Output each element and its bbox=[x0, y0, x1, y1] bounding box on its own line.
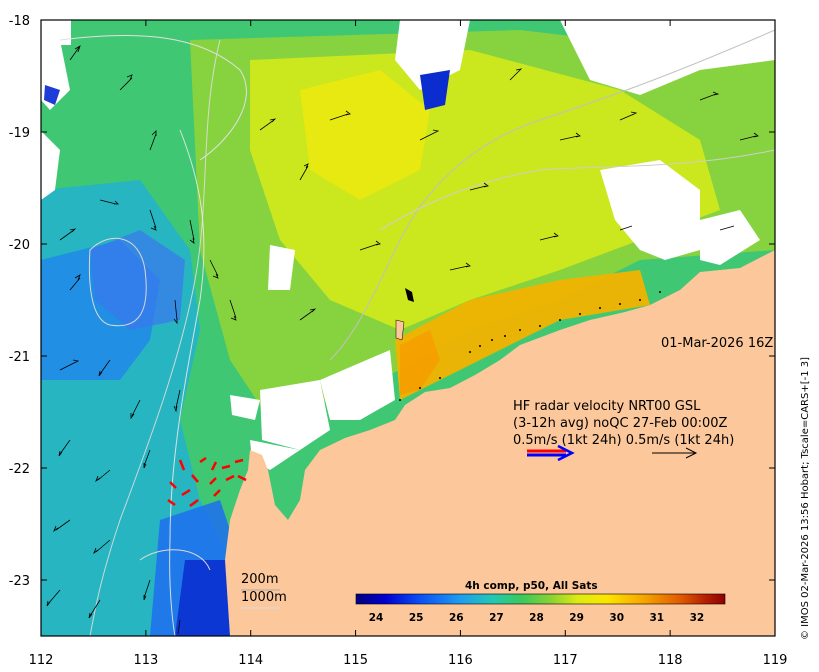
x-tick-label: 113 bbox=[133, 653, 158, 668]
y-tick-label: -22 bbox=[9, 462, 30, 477]
x-tick-label: 112 bbox=[29, 653, 54, 668]
colorbar-tick-label: 27 bbox=[489, 612, 504, 624]
isobath-200m bbox=[329, 29, 775, 361]
colorbar-tick-label: 29 bbox=[569, 612, 584, 624]
y-tick-label: -19 bbox=[9, 126, 30, 141]
colorbar-tick-label: 31 bbox=[650, 612, 665, 624]
current-vectors bbox=[46, 45, 759, 635]
x-tick-label: 117 bbox=[553, 653, 578, 668]
x-tick-label: 118 bbox=[658, 653, 683, 668]
colorbar-labels: 24 25 26 27 28 29 30 31 32 bbox=[369, 612, 704, 624]
isobath-legend: 200m 1000m bbox=[241, 572, 287, 609]
credit-text: © IMOS 02-Mar-2026 13:56 Hobart; Tscale=… bbox=[800, 357, 811, 640]
hf-radar-legend: HF radar velocity NRT00 GSL (3-12h avg) … bbox=[513, 399, 734, 462]
x-tick-label: 115 bbox=[343, 653, 368, 668]
y-tick-label: -20 bbox=[9, 238, 30, 253]
colorbar-gradient bbox=[355, 593, 726, 605]
x-tick-label: 119 bbox=[763, 653, 788, 668]
isobath-1000m bbox=[89, 39, 221, 636]
legend-line-3: 0.5m/s (1kt 24h) 0.5m/s (1kt 24h) bbox=[513, 433, 734, 448]
x-tick-label: 114 bbox=[238, 653, 263, 668]
land-mass bbox=[225, 250, 775, 636]
isobath-200m-label: 200m bbox=[241, 572, 278, 587]
y-tick-label: -23 bbox=[9, 574, 30, 589]
y-tick-label: -21 bbox=[9, 350, 30, 365]
colorbar-title: 4h comp, p50, All Sats bbox=[465, 580, 598, 592]
isobath-1000m-label: 1000m bbox=[241, 590, 287, 605]
colorbar-tick-label: 24 bbox=[369, 612, 384, 624]
y-tick-label: -18 bbox=[9, 14, 30, 29]
colorbar-tick-label: 26 bbox=[449, 612, 464, 624]
date-label: 01-Mar-2026 16Z bbox=[661, 336, 773, 351]
colorbar-tick-label: 28 bbox=[529, 612, 544, 624]
legend-line-2: (3-12h avg) noQC 27-Feb 00:00Z bbox=[513, 416, 728, 431]
colorbar-tick-label: 32 bbox=[690, 612, 705, 624]
colorbar: 4h comp, p50, All Sats 24 25 26 27 28 29 30 31 3… bbox=[355, 580, 726, 624]
legend-line-1: HF radar velocity NRT00 GSL bbox=[513, 399, 701, 414]
plot-frame bbox=[40, 19, 776, 637]
colorbar-tick-label: 30 bbox=[609, 612, 624, 624]
hf-radar-vectors bbox=[167, 456, 247, 507]
map-plot-area bbox=[41, 20, 775, 636]
coast-detail bbox=[399, 291, 661, 401]
colorbar-tick-label: 25 bbox=[409, 612, 424, 624]
y-axis: -18 -19 -20 -21 -22 -23 bbox=[9, 14, 775, 589]
x-axis: 112 113 114 115 116 117 118 119 bbox=[29, 20, 788, 668]
x-tick-label: 116 bbox=[448, 653, 473, 668]
